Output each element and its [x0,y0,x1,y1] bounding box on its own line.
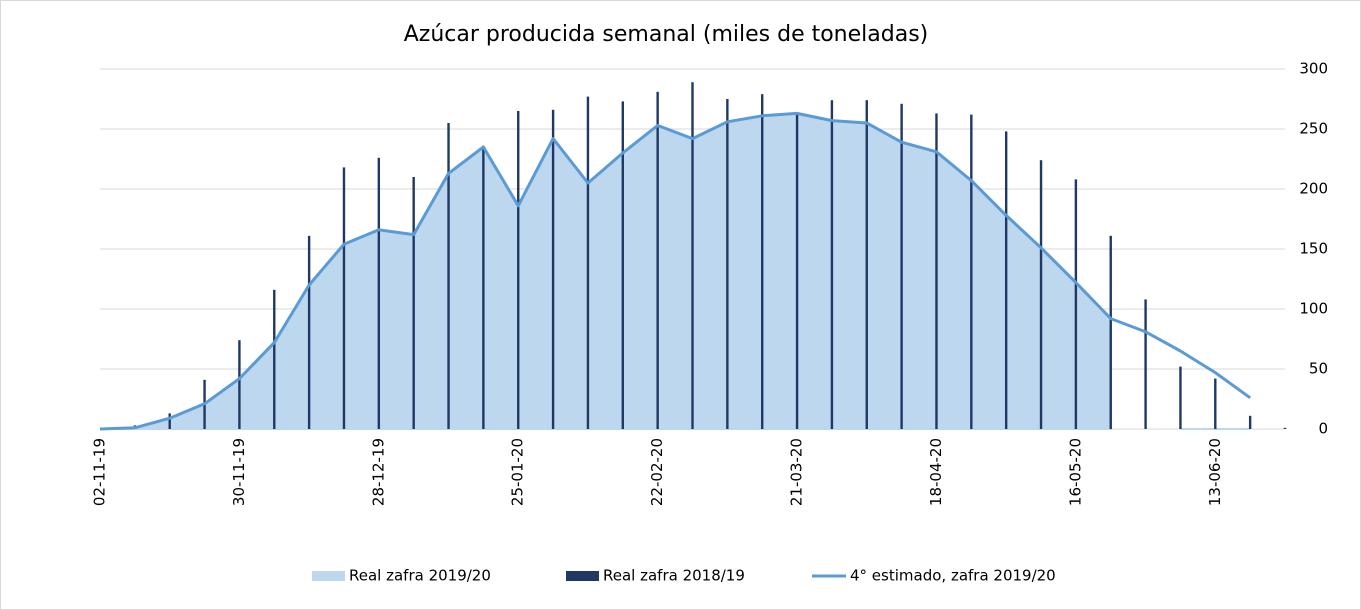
bar [482,145,485,430]
legend-swatch [312,571,345,581]
bar [1004,131,1008,429]
bar [517,111,520,429]
bar [726,99,729,429]
bar [1283,427,1287,429]
y-tick-label: 200 [1299,180,1328,198]
x-tick-label: 21-03-20 [788,438,806,506]
x-tick-label: 16-05-20 [1066,438,1084,506]
bar [1039,160,1043,429]
legend-label: Real zafra 2018/19 [603,567,745,585]
y-tick-label: 250 [1299,120,1328,138]
bar [1144,299,1147,429]
bar [795,113,799,430]
bar [1214,378,1217,429]
y-tick-label: 300 [1299,60,1328,78]
legend-swatch [566,571,599,581]
bar [970,114,973,429]
bar [830,100,834,429]
bar [900,103,903,430]
bar [935,113,938,430]
bar [412,177,415,429]
x-tick-label: 28-12-19 [369,438,387,506]
bar [1248,415,1252,429]
legend-label: 4° estimado, zafra 2019/20 [850,567,1056,585]
x-tick-label: 30-11-19 [230,438,248,506]
x-tick-label: 02-11-19 [91,438,109,506]
x-tick-label: 22-02-20 [648,438,666,506]
bar [551,109,555,430]
y-tick-label: 150 [1299,240,1328,258]
legend-label: Real zafra 2019/20 [349,567,491,585]
bar [586,96,590,429]
chart-title: Azúcar producida semanal (miles de tonel… [404,22,929,47]
y-tick-label: 50 [1309,360,1328,378]
x-tick-label: 25-01-20 [509,438,527,506]
x-tick-label: 18-04-20 [927,438,945,506]
bar [238,340,241,429]
bar [865,100,868,429]
bar [1074,179,1078,429]
bar [342,167,346,429]
bar [307,235,311,429]
bar [1179,366,1182,429]
bar [761,94,764,429]
x-tick-label: 13-06-20 [1206,438,1224,506]
bar [447,123,450,429]
line [99,111,1252,431]
bar [377,157,381,430]
bar [1109,235,1112,429]
bar [621,101,624,430]
bar [656,91,659,430]
bar [168,413,171,429]
y-tick-label: 0 [1318,420,1328,438]
bar [691,82,694,429]
y-tick-label: 100 [1299,300,1328,318]
bar [273,289,276,429]
